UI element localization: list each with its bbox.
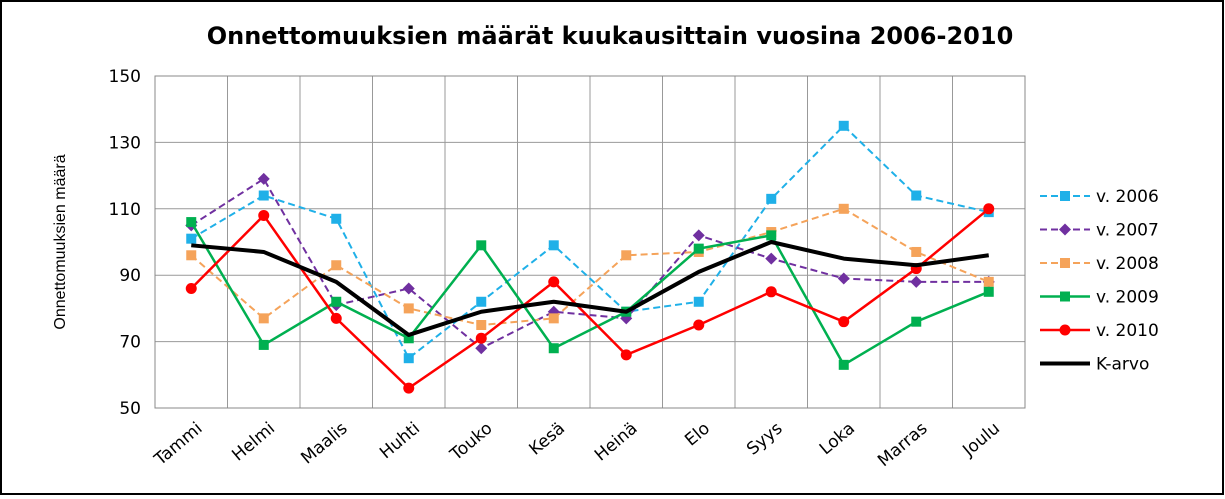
chart-title: Onnettomuuksien määrät kuukausittain vuo…: [207, 22, 1014, 50]
marker: [331, 213, 342, 224]
marker: [476, 320, 487, 330]
marker: [548, 240, 559, 251]
marker: [403, 333, 414, 344]
marker: [838, 120, 849, 131]
marker: [983, 276, 994, 287]
marker: [403, 353, 414, 364]
marker: [475, 332, 487, 344]
y-tick-label: 130: [109, 133, 141, 153]
marker: [838, 203, 849, 214]
marker: [983, 286, 994, 297]
marker: [548, 343, 559, 354]
y-tick-label: 150: [109, 67, 141, 87]
marker: [257, 172, 270, 185]
marker: [548, 313, 559, 324]
marker: [186, 217, 197, 228]
series-line: [190, 177, 989, 350]
marker: [620, 349, 632, 361]
marker: [186, 250, 197, 261]
marker: [838, 316, 850, 328]
series-line: [191, 240, 990, 337]
marker: [185, 282, 197, 294]
marker: [692, 229, 705, 242]
marker: [837, 272, 850, 285]
marker: [403, 303, 414, 314]
marker: [186, 233, 197, 244]
marker: [403, 382, 415, 394]
marker: [331, 260, 342, 271]
marker: [911, 316, 922, 327]
marker: [693, 296, 704, 307]
legend-marker: [1059, 324, 1071, 336]
y-tick-label: 50: [119, 399, 141, 419]
marker: [330, 312, 342, 324]
series-line: [190, 124, 989, 360]
y-tick-label: 90: [119, 266, 141, 286]
y-tick-label: 110: [109, 200, 141, 220]
marker: [476, 240, 487, 251]
marker: [476, 296, 487, 307]
legend-label: v. 2006: [1096, 187, 1159, 207]
series-line: [190, 221, 990, 367]
legend-marker: [1059, 223, 1071, 236]
y-tick-label: 70: [119, 333, 141, 353]
marker: [693, 319, 705, 331]
marker: [258, 190, 269, 201]
marker: [911, 246, 922, 257]
plot-frame: [154, 75, 1026, 409]
marker: [621, 250, 632, 261]
marker: [258, 209, 270, 221]
marker: [838, 359, 849, 370]
marker: [548, 276, 560, 288]
marker: [402, 282, 415, 295]
y-axis-label: Onnettomuuksien määrä: [52, 154, 69, 329]
marker: [258, 339, 269, 350]
marker: [911, 190, 922, 201]
marker: [983, 203, 995, 215]
marker: [910, 275, 923, 288]
legend-marker: [1060, 258, 1070, 268]
legend-label: v. 2010: [1096, 321, 1159, 341]
series-line: [190, 207, 990, 326]
marker: [765, 252, 778, 265]
legend-label: v. 2008: [1096, 254, 1159, 274]
legend-label: v. 2007: [1096, 221, 1159, 241]
marker: [766, 230, 777, 241]
legend-label: v. 2009: [1096, 288, 1159, 308]
marker: [693, 243, 704, 254]
legend-marker: [1060, 291, 1070, 302]
legend-label: K-arvo: [1096, 355, 1149, 375]
marker: [331, 296, 342, 307]
marker: [475, 342, 488, 355]
legend-marker: [1060, 191, 1070, 201]
series-line: [190, 207, 990, 390]
marker: [258, 313, 269, 324]
marker: [765, 286, 777, 298]
marker: [766, 193, 777, 204]
